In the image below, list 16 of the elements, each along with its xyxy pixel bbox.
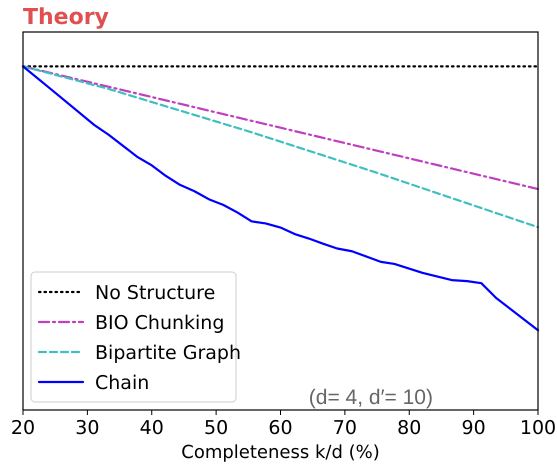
x-tick-label: 100	[520, 417, 556, 439]
x-tick-label: 60	[268, 417, 293, 439]
x-axis-title: Completeness k/d (%)	[181, 442, 380, 463]
x-tick-label: 30	[75, 417, 100, 439]
x-tick-label: 80	[397, 417, 422, 439]
x-tick-label: 70	[332, 417, 357, 439]
x-tick-label: 50	[204, 417, 228, 439]
legend-label: Bipartite Graph	[95, 342, 242, 364]
x-tick-label: 20	[10, 417, 36, 439]
legend-label: BIO Chunking	[95, 312, 224, 334]
legend-label: No Structure	[95, 282, 216, 304]
x-tick-label: 40	[140, 417, 164, 439]
x-tick-label: 90	[462, 417, 486, 439]
annotation: (d= 4, d′= 10)	[308, 386, 433, 409]
legend-label: Chain	[95, 372, 150, 394]
chart-title: Theory	[23, 5, 109, 30]
